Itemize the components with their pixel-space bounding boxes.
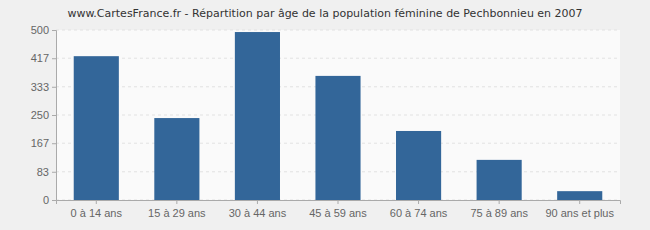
bars xyxy=(74,32,603,200)
y-tick-mark xyxy=(52,87,56,88)
y-axis: 0 83 167 250 333 417 500 xyxy=(31,24,57,206)
x-axis-line xyxy=(57,201,621,205)
x-tick-label: 15 à 29 ans xyxy=(148,207,206,219)
y-tick: 500 xyxy=(31,24,56,36)
background xyxy=(0,0,650,230)
x-tick-mark xyxy=(418,200,419,204)
y-tick-mark xyxy=(52,143,56,144)
y-tick-mark xyxy=(52,172,56,173)
y-tick-label: 417 xyxy=(31,52,49,64)
x-tick-mark xyxy=(257,200,258,204)
y-tick-mark xyxy=(52,58,56,59)
x-tick-mark xyxy=(499,200,500,204)
y-tick: 83 xyxy=(37,166,56,178)
x-tick-label: 90 ans et plus xyxy=(545,207,614,219)
x-tick: 60 à 74 ans xyxy=(390,200,448,219)
y-tick: 0 xyxy=(43,194,56,206)
y-axis-line xyxy=(52,31,57,201)
x-tick-mark xyxy=(96,200,97,204)
y-tick: 417 xyxy=(31,52,56,64)
y-tick-label: 0 xyxy=(43,194,49,206)
x-tick-label: 60 à 74 ans xyxy=(390,207,448,219)
y-tick-label: 250 xyxy=(31,109,49,121)
grid xyxy=(56,30,620,200)
title: www.CartesFrance.fr - Répartition par âg… xyxy=(67,7,582,20)
x-tick-mark xyxy=(579,200,580,204)
x-tick: 30 à 44 ans xyxy=(229,200,287,219)
x-axis: 0 à 14 ans 15 à 29 ans 30 à 44 ans 45 à 59 … xyxy=(57,200,621,219)
grid-line xyxy=(56,30,620,31)
x-tick: 75 à 89 ans xyxy=(470,200,528,219)
bar xyxy=(74,56,119,200)
y-tick-label: 500 xyxy=(31,24,49,36)
plot-background xyxy=(56,30,620,200)
y-tick: 333 xyxy=(31,81,56,93)
y-tick: 167 xyxy=(31,137,56,149)
bar xyxy=(315,76,360,200)
y-tick-label: 167 xyxy=(31,137,49,149)
y-tick-mark xyxy=(52,30,56,31)
bar xyxy=(154,118,199,200)
x-tick: 90 ans et plus xyxy=(545,200,614,219)
y-tick-label: 83 xyxy=(37,166,49,178)
bar xyxy=(557,191,602,200)
chart: www.CartesFrance.fr - Répartition par âg… xyxy=(0,0,650,230)
x-tick-mark xyxy=(176,200,177,204)
bar xyxy=(477,160,522,200)
x-tick-label: 30 à 44 ans xyxy=(229,207,287,219)
y-tick: 250 xyxy=(31,109,56,121)
y-tick-label: 333 xyxy=(31,81,49,93)
bar xyxy=(235,32,280,200)
y-tick-mark xyxy=(52,200,56,201)
x-tick-label: 75 à 89 ans xyxy=(470,207,528,219)
x-tick: 0 à 14 ans xyxy=(71,200,123,219)
x-tick: 15 à 29 ans xyxy=(148,200,206,219)
y-tick-mark xyxy=(52,115,56,116)
x-tick: 45 à 59 ans xyxy=(309,200,367,219)
bar xyxy=(396,131,441,200)
x-tick-label: 0 à 14 ans xyxy=(71,207,123,219)
x-tick-label: 45 à 59 ans xyxy=(309,207,367,219)
plot: 0 83 167 250 333 417 500 0 à 14 ans 15 à 29 ans 3… xyxy=(31,24,621,219)
grid-line xyxy=(56,58,620,59)
x-tick-mark xyxy=(338,200,339,204)
